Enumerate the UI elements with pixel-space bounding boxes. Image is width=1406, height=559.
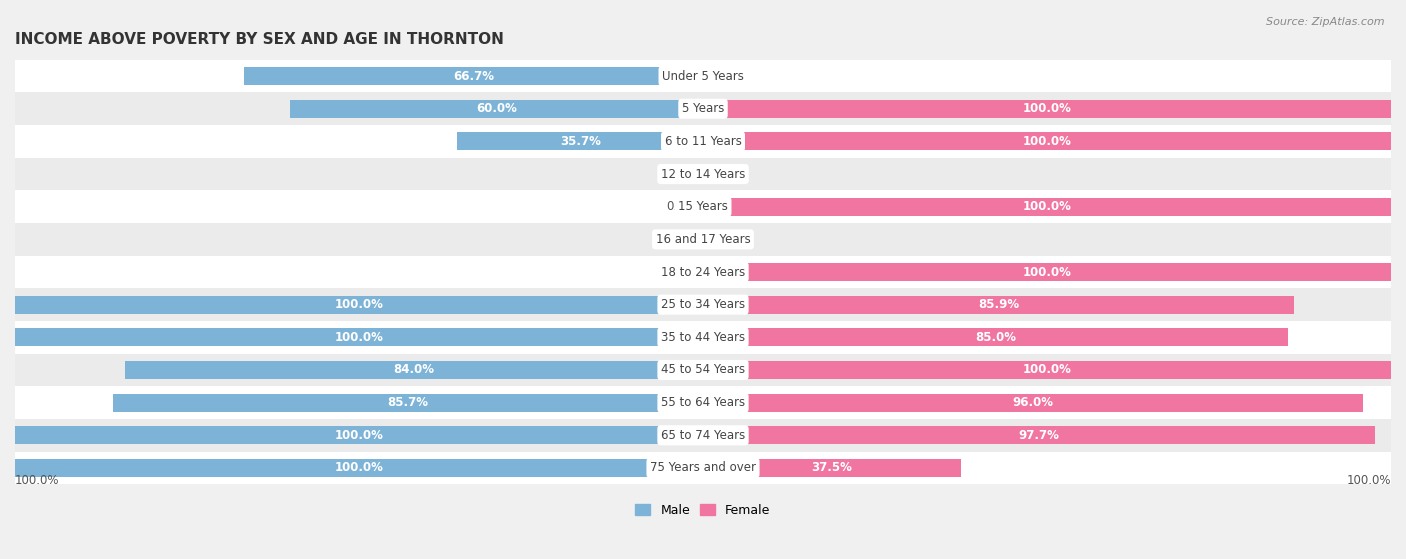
Bar	[15, 191, 1391, 223]
Text: 55 to 64 Years: 55 to 64 Years	[661, 396, 745, 409]
Text: 85.9%: 85.9%	[979, 298, 1019, 311]
Text: 66.7%: 66.7%	[453, 70, 494, 83]
Text: 65 to 74 Years: 65 to 74 Years	[661, 429, 745, 442]
Text: 100.0%: 100.0%	[335, 461, 384, 475]
Text: 0.0%: 0.0%	[666, 200, 696, 213]
Text: INCOME ABOVE POVERTY BY SEX AND AGE IN THORNTON: INCOME ABOVE POVERTY BY SEX AND AGE IN T…	[15, 32, 503, 47]
Text: 35.7%: 35.7%	[560, 135, 600, 148]
Bar	[15, 321, 1391, 354]
Text: 18 to 24 Years: 18 to 24 Years	[661, 266, 745, 278]
Bar	[15, 354, 1391, 386]
Text: 6 to 11 Years: 6 to 11 Years	[665, 135, 741, 148]
Text: 100.0%: 100.0%	[1022, 102, 1071, 115]
Text: 100.0%: 100.0%	[15, 474, 59, 487]
Text: 100.0%: 100.0%	[1022, 363, 1071, 376]
Text: 0.0%: 0.0%	[666, 233, 696, 246]
Bar	[703, 361, 1391, 379]
Bar	[703, 296, 1294, 314]
Bar	[15, 296, 703, 314]
Bar	[15, 328, 703, 346]
Bar	[15, 419, 1391, 452]
Text: Source: ZipAtlas.com: Source: ZipAtlas.com	[1267, 17, 1385, 27]
Bar	[15, 459, 703, 477]
Legend: Male, Female: Male, Female	[630, 499, 776, 522]
Text: 25 to 34 Years: 25 to 34 Years	[661, 298, 745, 311]
Text: 45 to 54 Years: 45 to 54 Years	[661, 363, 745, 376]
Bar	[15, 125, 1391, 158]
Text: 0.0%: 0.0%	[710, 70, 740, 83]
Text: 100.0%: 100.0%	[1347, 474, 1391, 487]
Text: 84.0%: 84.0%	[394, 363, 434, 376]
Bar	[15, 92, 1391, 125]
Text: 100.0%: 100.0%	[335, 331, 384, 344]
Bar	[457, 132, 703, 150]
Text: 0.0%: 0.0%	[710, 168, 740, 181]
Text: 100.0%: 100.0%	[335, 429, 384, 442]
Text: 97.7%: 97.7%	[1019, 429, 1060, 442]
Text: 35 to 44 Years: 35 to 44 Years	[661, 331, 745, 344]
Text: 37.5%: 37.5%	[811, 461, 852, 475]
Bar	[290, 100, 703, 118]
Bar	[703, 459, 960, 477]
Bar	[15, 386, 1391, 419]
Bar	[703, 394, 1364, 411]
Text: 100.0%: 100.0%	[1022, 266, 1071, 278]
Text: 0.0%: 0.0%	[710, 233, 740, 246]
Text: 100.0%: 100.0%	[1022, 135, 1071, 148]
Bar	[15, 223, 1391, 255]
Bar	[114, 394, 703, 411]
Bar	[15, 427, 703, 444]
Bar	[703, 198, 1391, 216]
Bar	[703, 132, 1391, 150]
Text: 100.0%: 100.0%	[1022, 200, 1071, 213]
Bar	[15, 452, 1391, 484]
Bar	[125, 361, 703, 379]
Text: 15 Years: 15 Years	[678, 200, 728, 213]
Bar	[15, 158, 1391, 191]
Text: 96.0%: 96.0%	[1012, 396, 1053, 409]
Text: 0.0%: 0.0%	[666, 266, 696, 278]
Text: 100.0%: 100.0%	[335, 298, 384, 311]
Bar	[15, 60, 1391, 92]
Text: 85.0%: 85.0%	[974, 331, 1017, 344]
Bar	[703, 100, 1391, 118]
Text: 75 Years and over: 75 Years and over	[650, 461, 756, 475]
Bar	[15, 255, 1391, 288]
Bar	[703, 328, 1288, 346]
Text: 16 and 17 Years: 16 and 17 Years	[655, 233, 751, 246]
Text: Under 5 Years: Under 5 Years	[662, 70, 744, 83]
Bar	[703, 263, 1391, 281]
Text: 12 to 14 Years: 12 to 14 Years	[661, 168, 745, 181]
Bar	[245, 67, 703, 85]
Text: 5 Years: 5 Years	[682, 102, 724, 115]
Text: 60.0%: 60.0%	[477, 102, 517, 115]
Bar	[703, 427, 1375, 444]
Bar	[15, 288, 1391, 321]
Text: 85.7%: 85.7%	[388, 396, 429, 409]
Text: 0.0%: 0.0%	[666, 168, 696, 181]
